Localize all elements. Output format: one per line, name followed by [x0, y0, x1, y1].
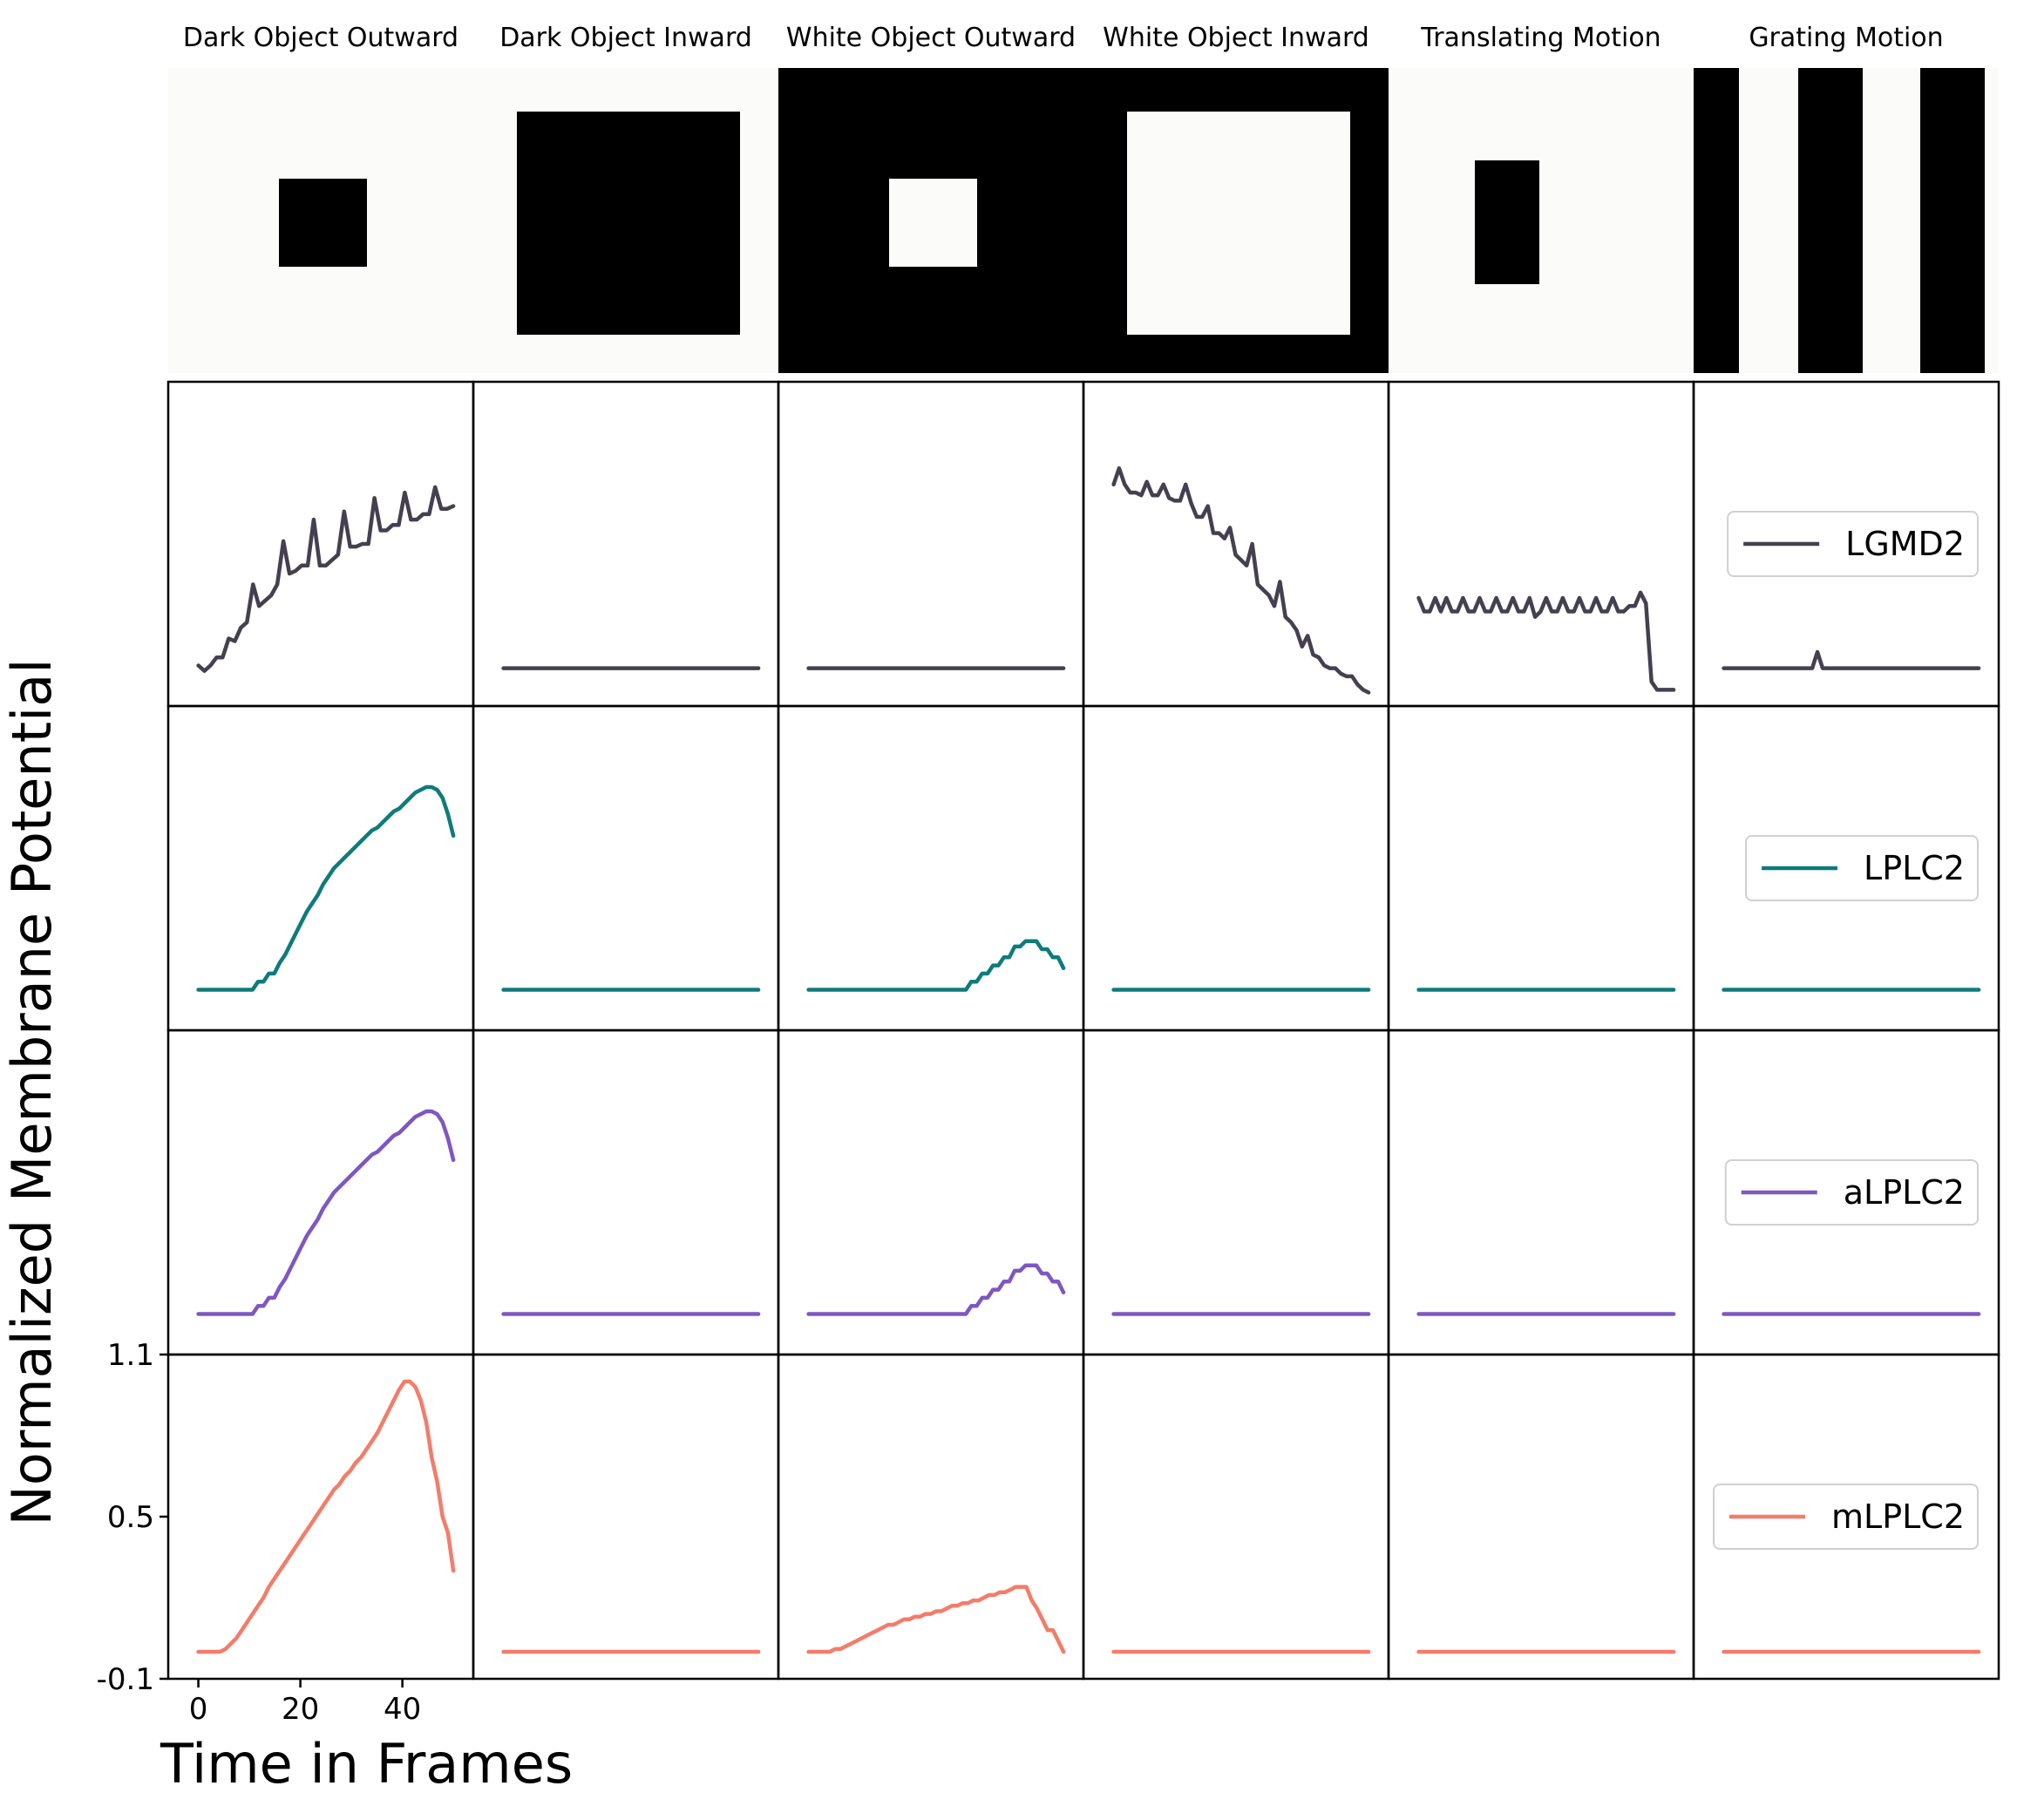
- column-title: Translating Motion: [1420, 23, 1660, 53]
- column-title: White Object Outward: [786, 23, 1076, 53]
- series-line-lgmd2: [1111, 465, 1371, 695]
- legend-label: aLPLC2: [1844, 1173, 1965, 1212]
- stimulus-background: [1389, 68, 1694, 373]
- legend-box: [1727, 511, 1979, 577]
- legend-label: LGMD2: [1845, 525, 1965, 563]
- y-tick-label: 1.1: [107, 1338, 154, 1373]
- y-axis-title: Normalized Membrane Potential: [0, 659, 64, 1526]
- stimulus-shape: [1920, 68, 1985, 373]
- y-tick-label: -0.1: [97, 1662, 154, 1697]
- stimulus-shape: [889, 179, 977, 267]
- stimulus-shape: [279, 179, 367, 267]
- series-line-mlplc2: [806, 1585, 1066, 1654]
- response-panels: LGMD2 LPLC2 aLPLC2 mLPLC2: [166, 380, 2000, 1681]
- legend: mLPLC2: [1713, 1484, 1979, 1550]
- series-line-lplc2: [806, 939, 1066, 992]
- column-title: Grating Motion: [1749, 23, 1943, 53]
- legend-box: [1724, 1159, 1979, 1226]
- legend: LPLC2: [1745, 835, 1979, 901]
- legend-box: [1713, 1484, 1979, 1550]
- x-tick-label: 40: [384, 1692, 421, 1727]
- stimulus-shape: [1127, 112, 1350, 335]
- x-tick-label: 0: [189, 1692, 208, 1727]
- legend-box: [1745, 835, 1979, 901]
- series-line-lplc2: [196, 784, 456, 992]
- series-line-alplc2: [196, 1109, 456, 1316]
- x-tick-label: 20: [282, 1692, 319, 1727]
- column-titles: Dark Object Outward Dark Object Inward Whi…: [183, 23, 1944, 53]
- legend: LGMD2: [1727, 511, 1979, 577]
- stimulus-shape: [517, 112, 740, 335]
- column-title: Dark Object Inward: [499, 23, 752, 53]
- column-title: White Object Inward: [1103, 23, 1369, 53]
- stimulus-images: [168, 68, 1999, 373]
- stimulus-shape: [1694, 68, 1739, 373]
- column-title: Dark Object Outward: [183, 23, 458, 53]
- y-tick-label: 0.5: [107, 1500, 154, 1535]
- stimulus-shape: [1798, 68, 1863, 373]
- legend-label: LPLC2: [1864, 849, 1965, 887]
- legend-label: mLPLC2: [1831, 1497, 1965, 1536]
- legend: aLPLC2: [1724, 1159, 1979, 1226]
- series-line-lgmd2: [196, 485, 456, 673]
- series-line-alplc2: [806, 1263, 1066, 1316]
- x-axis-title: Time in Frames: [160, 1732, 573, 1796]
- series-line-mlplc2: [196, 1379, 456, 1654]
- series-line-lgmd2: [1722, 649, 1981, 670]
- panel-frame: [1692, 1353, 2000, 1681]
- series-line-lgmd2: [1416, 590, 1676, 692]
- stimulus-shape: [1475, 160, 1539, 284]
- axes-decorations: Normalized Membrane Potential Time in Fr…: [0, 659, 573, 1796]
